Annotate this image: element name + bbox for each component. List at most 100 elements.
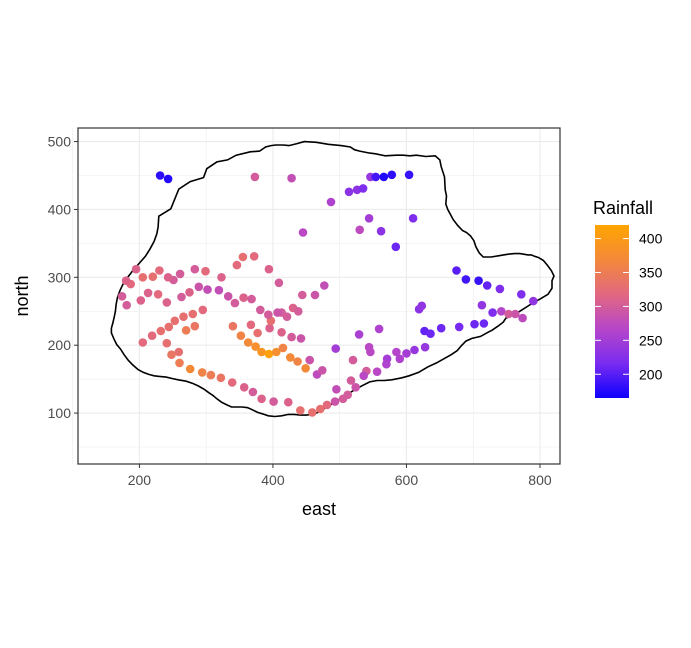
rainfall-point xyxy=(155,171,165,180)
rainfall-point xyxy=(273,308,282,317)
rainfall-point xyxy=(410,345,419,355)
rainfall-point xyxy=(175,358,184,368)
rainfall-point xyxy=(203,285,212,294)
rainfall-point xyxy=(298,290,307,300)
rainfall-point xyxy=(301,364,310,373)
rainfall-point xyxy=(404,170,414,180)
rainfall-point xyxy=(201,266,210,276)
rainfall-point xyxy=(298,228,308,237)
rainfall-point xyxy=(163,174,173,184)
rainfall-point xyxy=(343,390,353,400)
rainfall-point xyxy=(392,347,401,357)
rainfall-point xyxy=(470,319,479,329)
rainfall-point xyxy=(287,332,296,342)
rainfall-point xyxy=(408,214,418,223)
rainfall-point xyxy=(504,309,513,319)
rainfall-point xyxy=(308,408,317,417)
rainfall-point xyxy=(188,309,198,319)
rainfall-point xyxy=(322,400,332,410)
rainfall-point xyxy=(402,349,411,358)
rainfall-point xyxy=(155,266,164,275)
rainfall-point xyxy=(121,276,131,286)
rainfall-point xyxy=(122,300,131,310)
rainfall-point xyxy=(265,323,274,333)
rainfall-point xyxy=(346,376,356,385)
rainfall-point xyxy=(247,294,256,304)
rainfall-point xyxy=(326,197,336,207)
rainfall-point xyxy=(264,349,274,359)
rainfall-point xyxy=(517,290,526,299)
rainfall-point xyxy=(175,269,185,279)
y-tick-label: 400 xyxy=(48,201,72,217)
rainfall-point xyxy=(495,284,505,294)
legend-title: Rainfall xyxy=(593,198,653,218)
rainfall-point xyxy=(293,357,302,366)
legend-colorbar xyxy=(595,225,629,398)
rainfall-point xyxy=(190,264,200,274)
rainfall-point xyxy=(179,312,188,322)
rainfall-point xyxy=(223,292,233,301)
rainfall-point xyxy=(162,338,172,348)
rainfall-point xyxy=(243,338,253,347)
y-axis-title: north xyxy=(12,275,32,316)
rainfall-point xyxy=(214,285,224,295)
rainfall-point xyxy=(206,370,216,380)
rainfall-point xyxy=(454,322,464,332)
rainfall-point xyxy=(320,281,329,290)
rainfall-point xyxy=(366,347,375,357)
rainfall-point xyxy=(497,307,506,316)
rainfall-point xyxy=(387,170,397,180)
y-tick-label: 500 xyxy=(48,134,72,150)
rainfall-point xyxy=(138,338,148,347)
rainfall-point xyxy=(452,266,461,275)
rainfall-point xyxy=(331,344,341,353)
rainfall-point xyxy=(170,316,180,326)
rainfall-point xyxy=(163,273,173,282)
legend-ticks: 200 250 300 350 400 xyxy=(595,231,663,382)
plot-panel-border xyxy=(77,127,561,465)
rainfall-point xyxy=(181,326,191,335)
x-tick-label: 800 xyxy=(528,472,552,488)
rainfall-point xyxy=(316,404,325,414)
rainfall-point xyxy=(379,172,389,182)
rainfall-point xyxy=(395,354,405,364)
legend-tick-label: 400 xyxy=(639,231,663,247)
rainfall-point xyxy=(194,282,204,292)
region-border-outline xyxy=(110,140,555,418)
rainfall-point xyxy=(344,187,354,197)
rainfall-point xyxy=(310,290,320,300)
rainfall-point xyxy=(185,364,195,374)
rainfall-point xyxy=(246,320,256,330)
rainfall-point xyxy=(477,300,487,310)
rainfall-point xyxy=(248,387,258,397)
rainfall-point xyxy=(318,366,327,375)
legend-tick-label: 350 xyxy=(639,264,663,280)
rainfall-point xyxy=(479,319,489,328)
rainfall-point xyxy=(359,371,369,381)
rainfall-point xyxy=(355,225,365,235)
rainfall-point xyxy=(351,383,361,392)
rainfall-point xyxy=(461,275,471,284)
legend-tick-label: 300 xyxy=(639,298,663,314)
rainfall-point xyxy=(376,226,386,236)
rainfall-point xyxy=(257,347,266,357)
rainfall-point xyxy=(185,288,194,297)
rainfall-point xyxy=(236,331,246,341)
rainfall-point xyxy=(332,385,341,394)
x-axis-title: east xyxy=(302,499,336,519)
x-tick-label: 400 xyxy=(261,472,285,488)
rainfall-point xyxy=(143,288,153,298)
rainfall-point xyxy=(239,293,248,303)
y-axis-ticks: 100 200 300 400 500 xyxy=(48,134,78,421)
rainfall-point xyxy=(529,296,538,306)
rainfall-point xyxy=(417,301,427,311)
rainfall-point xyxy=(474,276,483,286)
rainfall-point xyxy=(148,272,158,282)
rainfall-point xyxy=(372,367,382,377)
rainfall-point xyxy=(277,328,286,337)
rainfall-point xyxy=(131,264,141,274)
legend-tick-label: 200 xyxy=(639,366,663,382)
y-tick-label: 300 xyxy=(48,269,72,285)
rainfall-point xyxy=(177,292,186,302)
